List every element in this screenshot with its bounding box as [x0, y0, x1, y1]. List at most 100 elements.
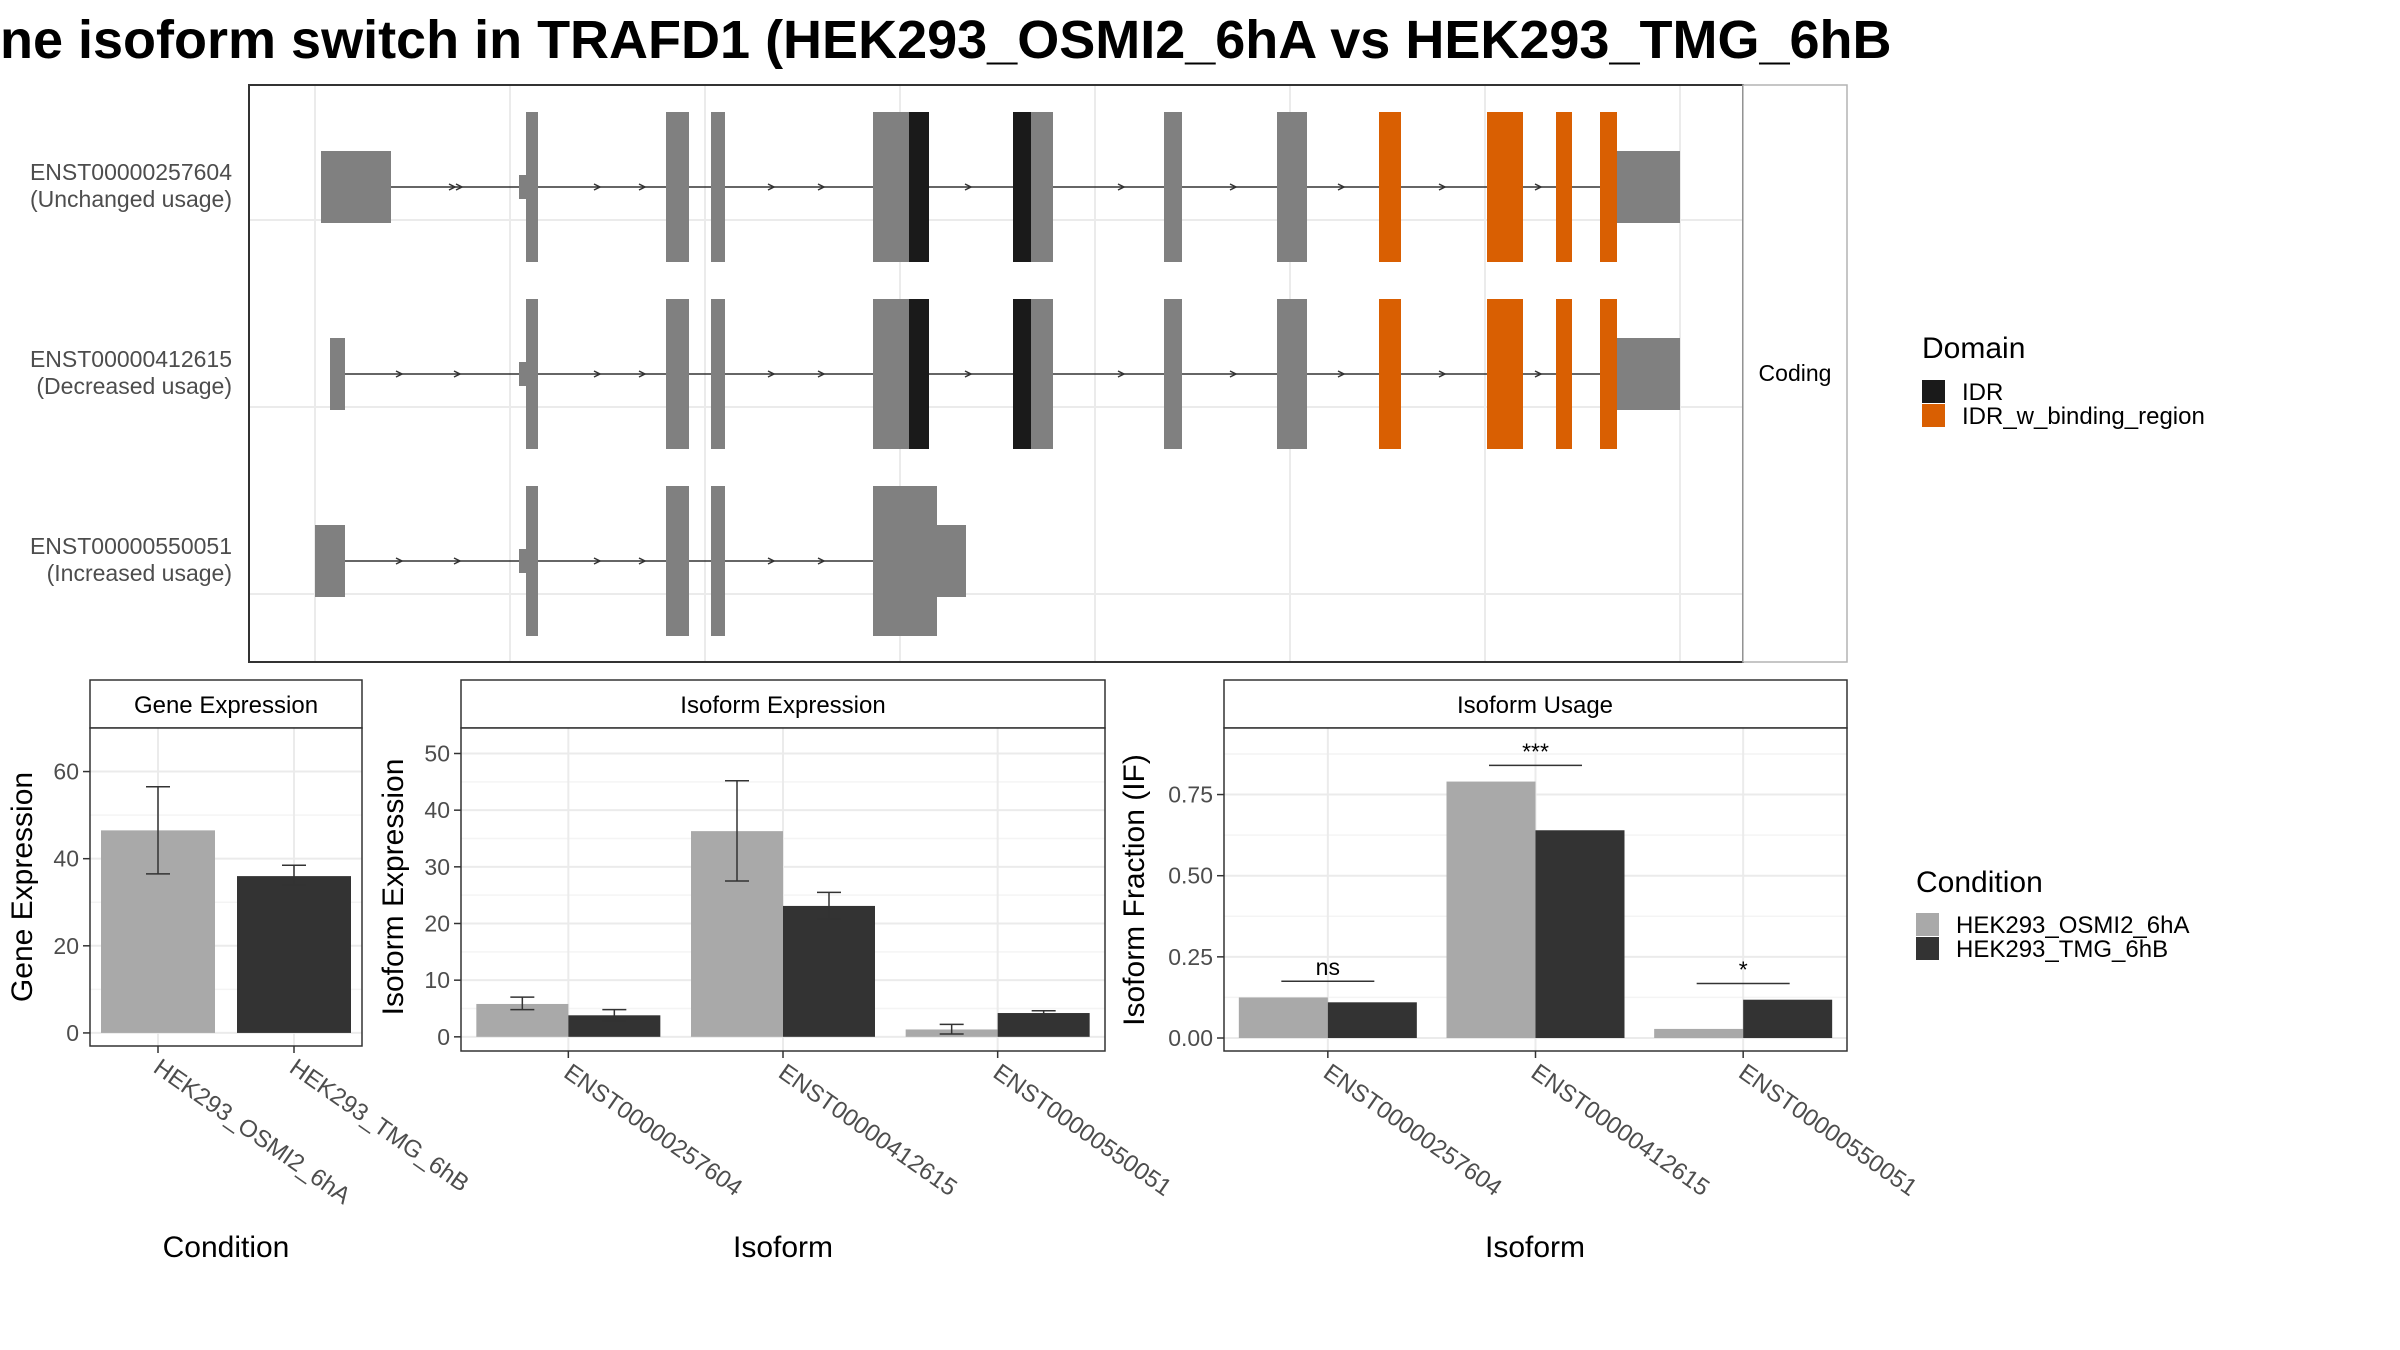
transcript-id-label: ENST00000257604: [30, 159, 232, 185]
y-tick-label: 50: [424, 741, 450, 767]
exon-block: [666, 299, 689, 449]
y-tick-label: 40: [424, 797, 450, 823]
legend-key-idr-binding: [1922, 404, 1945, 427]
strand-arrow: [964, 183, 973, 191]
bar-ENST00000550051-HEK293_TMG_6hB: [1743, 999, 1833, 1039]
x-ticks: ENST00000257604 ENST00000412615 ENST000005…: [1318, 1051, 1922, 1202]
bar-HEK293_TMG_6hB: [237, 876, 351, 1033]
idr-binding-domain-block: [1487, 112, 1523, 262]
bars: [101, 786, 351, 1033]
exon-block: [1031, 299, 1053, 449]
exon-block: [873, 112, 909, 262]
bars: [476, 779, 1090, 1037]
significance-label: ***: [1522, 738, 1549, 764]
strand-arrow: [817, 557, 826, 565]
exon-block: [526, 486, 538, 636]
strand-arrow: [593, 370, 602, 378]
coding-facet-label: Coding: [1759, 360, 1832, 386]
idr-binding-domain-block: [1556, 112, 1572, 262]
strip-title: Isoform Expression: [680, 692, 885, 719]
idr-binding-domain-block: [1600, 299, 1617, 449]
strand-arrow: [817, 183, 826, 191]
strand-arrow: [395, 557, 404, 565]
legend-label-idr: IDR: [1962, 379, 2003, 406]
strand-arrow: [395, 370, 404, 378]
gene-expression-panel: Gene Expression 0 20 40 60 HEK293_OSMI2_6hA…: [6, 679, 474, 1264]
idr-domain-block: [1013, 112, 1031, 262]
exon-block: [321, 151, 391, 223]
y-tick-label: 20: [53, 933, 79, 959]
bar-ENST00000550051-HEK293_TMG_6hB: [997, 1013, 1090, 1037]
x-tick-label: ENST00000412615: [774, 1059, 962, 1202]
strand-arrow: [638, 183, 647, 191]
legend-key-idr: [1922, 380, 1945, 403]
x-tick-label: ENST00000257604: [559, 1059, 747, 1202]
transcript-status-label: (Increased usage): [47, 560, 232, 586]
structure-panel: Coding ENST00000257604 (Unchanged usage)…: [30, 84, 1848, 663]
bar-ENST00000412615-HEK293_TMG_6hB: [783, 905, 875, 1037]
y-tick-label: 0.25: [1168, 944, 1213, 970]
exon-block: [666, 486, 689, 636]
isoform-usage-panel: Isoform Usage ns**** 0.000.250.500.75 EN…: [1118, 679, 1922, 1264]
strand-arrow: [1117, 183, 1126, 191]
exon-block: [711, 486, 725, 636]
exon-block: [873, 299, 909, 449]
strand-arrow: [638, 557, 647, 565]
domain-legend: Domain IDR IDR_w_binding_region: [1922, 332, 2205, 430]
exon-block: [519, 175, 527, 199]
y-tick-label: 30: [424, 854, 450, 880]
x-ticks: ENST00000257604 ENST00000412615 ENST000005…: [559, 1051, 1176, 1202]
exon-block: [711, 112, 725, 262]
idr-binding-domain-block: [1487, 299, 1523, 449]
y-tick-label: 20: [424, 911, 450, 937]
idr-domain-block: [1013, 299, 1031, 449]
bars: ns****: [1238, 738, 1833, 1039]
strand-arrow: [1117, 370, 1126, 378]
strand-arrow: [1337, 183, 1346, 191]
domain-legend-title: Domain: [1922, 332, 2025, 365]
strand-arrow: [1337, 370, 1346, 378]
strip-bg: [1223, 679, 1848, 729]
strand-arrow: [453, 557, 462, 565]
y-ticks: 0 20 40 60: [53, 759, 90, 1046]
y-tick-label: 0: [437, 1024, 450, 1050]
strip-title: Isoform Usage: [1457, 692, 1613, 719]
coding-facet-strip: [1742, 84, 1848, 663]
idr-binding-domain-block: [1379, 112, 1401, 262]
exon-block: [330, 338, 345, 410]
idr-binding-domain-block: [1600, 112, 1617, 262]
strand-arrow: [638, 370, 647, 378]
transcript-tracks: [315, 112, 1680, 636]
legend-label-cond-a: HEK293_OSMI2_6hA: [1956, 912, 2189, 939]
y-tick-label: 0: [66, 1020, 79, 1046]
strand-arrow: [453, 370, 462, 378]
x-tick-label: ENST00000550051: [1734, 1059, 1922, 1202]
strand-arrow: [593, 557, 602, 565]
exon-block: [1617, 338, 1680, 410]
y-ticks: 0.00 0.25 0.50 0.75: [1168, 782, 1224, 1051]
exon-block: [1164, 299, 1182, 449]
exon-block: [315, 525, 345, 597]
exon-block: [1277, 299, 1307, 449]
y-axis-title: Isoform Expression: [377, 759, 410, 1016]
x-axis-title: Isoform: [733, 1231, 833, 1264]
x-axis-title: Condition: [163, 1231, 290, 1264]
plot-border: [89, 727, 363, 1047]
bar-ENST00000257604-HEK293_TMG_6hB: [1327, 1002, 1417, 1039]
exon-block: [666, 112, 689, 262]
strand-arrow: [767, 557, 776, 565]
idr-binding-domain-block: [1556, 299, 1572, 449]
x-axis-title: Isoform: [1485, 1231, 1585, 1264]
legend-label-idr-binding: IDR_w_binding_region: [1962, 403, 2205, 430]
condition-legend: Condition HEK293_OSMI2_6hA HEK293_TMG_6h…: [1916, 866, 2189, 963]
exon-block: [1617, 151, 1680, 223]
exon-block: [873, 486, 937, 636]
idr-binding-domain-block: [1379, 299, 1401, 449]
y-tick-label: 0.50: [1168, 863, 1213, 889]
y-tick-label: 10: [424, 967, 450, 993]
bar-ENST00000412615-HEK293_OSMI2_6hA: [1446, 781, 1536, 1039]
transcript-status-label: (Decreased usage): [36, 373, 232, 399]
transcript-id-label: ENST00000550051: [30, 533, 232, 559]
